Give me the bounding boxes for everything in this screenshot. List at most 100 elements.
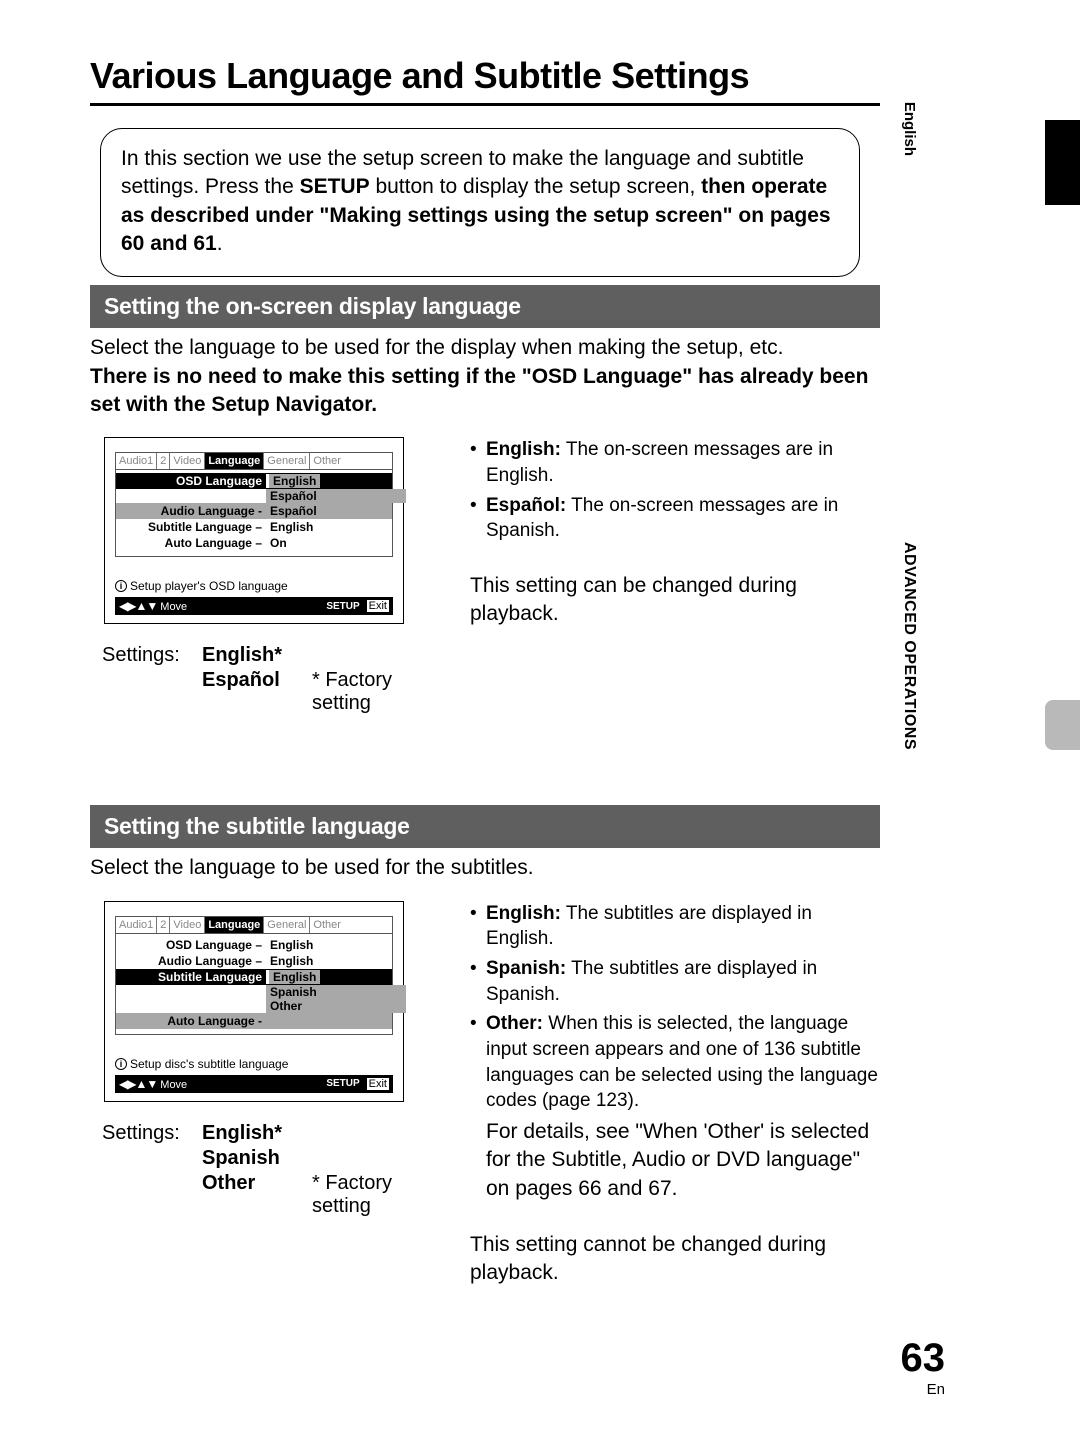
osd-desc: Select the language to be used for the d…: [90, 334, 880, 419]
bullet-item: English: The subtitles are displayed in …: [470, 901, 880, 952]
exit-label: Exit: [367, 1078, 389, 1090]
menu-val: English: [266, 970, 320, 984]
setup-badge: SETUP: [322, 1077, 363, 1090]
menu-row: Subtitle Language – English: [116, 519, 392, 535]
tab-other: Other: [310, 453, 344, 469]
subtitle-settings: Settings: English* Spanish Other * Facto…: [102, 1122, 430, 1218]
menu-row: Auto Language -: [116, 1013, 392, 1029]
popup-opt: Spanish: [266, 985, 406, 999]
side-tab-grey: [1045, 700, 1080, 750]
settings-opt: English*: [202, 1122, 312, 1145]
tab-other: Other: [310, 917, 344, 933]
osd-desc-line1: Select the language to be used for the d…: [90, 336, 783, 359]
info-icon: i: [115, 580, 127, 592]
settings-opt: Spanish: [202, 1147, 312, 1170]
side-language-label: English: [901, 102, 918, 156]
move-label: Move: [160, 1079, 187, 1091]
menu-row-osd: OSD Language English: [116, 473, 392, 489]
settings-label: Settings:: [102, 644, 202, 667]
menu-label: Auto Language: [167, 1014, 254, 1028]
page-title: Various Language and Subtitle Settings: [90, 55, 880, 106]
osd-desc-bold: There is no need to make this setting if…: [90, 365, 868, 416]
setup-badge: SETUP: [322, 600, 363, 613]
menu-label: Audio Language: [161, 504, 255, 518]
factory-note: * Factory setting: [312, 669, 430, 715]
intro-text-b: button to display the setup screen,: [370, 175, 702, 198]
osd-settings: Settings: English* Español * Factory set…: [102, 644, 430, 715]
page-number-value: 63: [901, 1336, 946, 1381]
menu-val: English: [266, 954, 313, 968]
arrows-icon: ◀▶▲▼: [119, 599, 157, 613]
settings-opt: English*: [202, 644, 312, 667]
settings-opt: Other: [202, 1172, 312, 1218]
tab-audio1: Audio1: [116, 453, 157, 469]
hint-text: Setup disc's subtitle language: [130, 1057, 288, 1071]
osd-bullet-list: English: The on-screen messages are in E…: [470, 437, 880, 544]
subtitle-desc: Select the language to be used for the s…: [90, 854, 880, 882]
bullet-label: English:: [486, 903, 561, 924]
bullet-item: Español: The on-screen messages are in S…: [470, 493, 880, 544]
intro-box: In this section we use the setup screen …: [100, 128, 860, 277]
osd-popup: Español: [266, 489, 406, 503]
tab-audio2: 2: [157, 453, 170, 469]
bullet-item: English: The on-screen messages are in E…: [470, 437, 880, 488]
tab-language: Language: [205, 917, 264, 933]
settings-label: Settings:: [102, 1122, 202, 1145]
bullet-label: Español:: [486, 495, 566, 516]
osd-setup-figure: Audio1 2 Video Language General Other OS…: [104, 437, 404, 624]
subtitle-setup-figure: Audio1 2 Video Language General Other OS…: [104, 901, 404, 1102]
popup-opt: Español: [266, 489, 406, 503]
menu-row: OSD Language – English: [116, 937, 392, 953]
subtitle-detail: For details, see "When 'Other' is select…: [486, 1118, 880, 1203]
bullet-item: Spanish: The subtitles are displayed in …: [470, 956, 880, 1007]
bullet-label: Other:: [486, 1013, 543, 1034]
menu-label: OSD Language: [166, 938, 252, 952]
menu-val: On: [266, 536, 287, 550]
subtitle-popup: Spanish Other: [266, 985, 406, 1013]
nav-row: ◀▶▲▼ Move SETUPExit: [115, 597, 393, 615]
tab-video: Video: [170, 453, 205, 469]
bullet-text: When this is selected, the language inpu…: [486, 1013, 878, 1111]
intro-period: .: [217, 232, 223, 255]
menu-label: Subtitle Language: [148, 520, 252, 534]
tab-audio1: Audio1: [116, 917, 157, 933]
menu-row: Audio Language – English: [116, 953, 392, 969]
menu-label: Auto Language: [165, 536, 252, 550]
factory-note: * Factory setting: [312, 1172, 430, 1218]
arrows-icon: ◀▶▲▼: [119, 1077, 157, 1091]
info-icon: i: [115, 1058, 127, 1070]
section-bar-osd: Setting the on-screen display language: [90, 285, 880, 328]
hint-row: i Setup disc's subtitle language: [115, 1057, 393, 1071]
page-lang-code: En: [901, 1381, 946, 1398]
setup-word: SETUP: [300, 175, 370, 198]
menu-val: English: [266, 938, 313, 952]
bullet-item: Other: When this is selected, the langua…: [470, 1011, 880, 1203]
menu-val: English: [266, 474, 320, 488]
tab-general: General: [264, 917, 310, 933]
menu-val: English: [266, 520, 313, 534]
menu-label: OSD Language: [116, 474, 266, 488]
section-bar-subtitle: Setting the subtitle language: [90, 805, 880, 848]
popup-opt: Other: [266, 999, 406, 1013]
osd-note: This setting can be changed during playb…: [470, 572, 880, 629]
nav-row: ◀▶▲▼ Move SETUP Exit: [115, 1075, 393, 1093]
tab-general: General: [264, 453, 310, 469]
menu-val: Español: [266, 504, 317, 518]
menu-label: Audio Language: [158, 954, 252, 968]
side-tab-black: [1045, 120, 1080, 205]
menu-label: Subtitle Language: [116, 970, 266, 984]
bullet-label: English:: [486, 439, 561, 460]
tab-language: Language: [205, 453, 264, 469]
side-section-label: ADVANCED OPERATIONS: [900, 542, 918, 750]
menu-val: [266, 1014, 270, 1028]
tab-audio2: 2: [157, 917, 170, 933]
menu-row: Auto Language – On: [116, 535, 392, 551]
menu-row-subtitle: Subtitle Language English: [116, 969, 392, 985]
subtitle-bullet-list: English: The subtitles are displayed in …: [470, 901, 880, 1203]
subtitle-note: This setting cannot be changed during pl…: [470, 1231, 880, 1288]
page-number: 63 En: [901, 1336, 946, 1398]
bullet-label: Spanish:: [486, 958, 566, 979]
hint-text: Setup player's OSD language: [130, 579, 288, 593]
hint-row: i Setup player's OSD language: [115, 579, 393, 593]
tab-video: Video: [170, 917, 205, 933]
